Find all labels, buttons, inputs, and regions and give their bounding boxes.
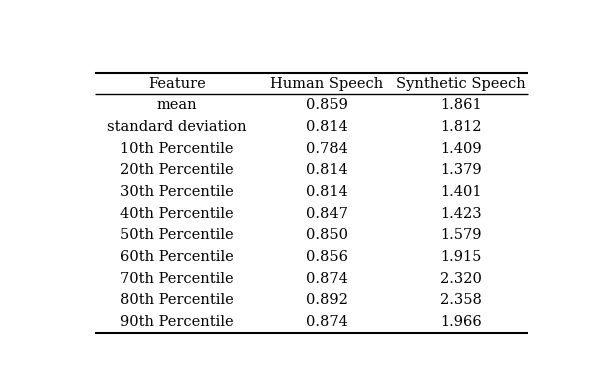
Text: 10th Percentile: 10th Percentile [120,142,234,156]
Text: 0.850: 0.850 [306,228,348,242]
Text: 0.814: 0.814 [306,163,348,177]
Text: 1.401: 1.401 [440,185,482,199]
Text: 0.784: 0.784 [306,142,348,156]
Text: 1.966: 1.966 [440,315,482,329]
Text: 0.874: 0.874 [306,315,348,329]
Text: 80th Percentile: 80th Percentile [120,293,234,307]
Text: mean: mean [157,98,198,112]
Text: 0.874: 0.874 [306,272,348,286]
Text: Synthetic Speech: Synthetic Speech [396,76,526,91]
Text: 0.856: 0.856 [306,250,348,264]
Text: 0.814: 0.814 [306,185,348,199]
Text: 0.847: 0.847 [306,207,348,221]
Text: 1.812: 1.812 [440,120,482,134]
Text: 20th Percentile: 20th Percentile [120,163,234,177]
Text: 0.892: 0.892 [306,293,348,307]
Text: Feature: Feature [148,76,206,91]
Text: standard deviation: standard deviation [108,120,247,134]
Text: 0.814: 0.814 [306,120,348,134]
Text: 50th Percentile: 50th Percentile [120,228,234,242]
Text: 60th Percentile: 60th Percentile [120,250,234,264]
Text: 2.320: 2.320 [440,272,482,286]
Text: 0.859: 0.859 [306,98,348,112]
Text: 90th Percentile: 90th Percentile [120,315,234,329]
Text: 1.915: 1.915 [440,250,482,264]
Text: 1.423: 1.423 [440,207,482,221]
Text: 40th Percentile: 40th Percentile [120,207,234,221]
Text: 70th Percentile: 70th Percentile [120,272,234,286]
Text: 2.358: 2.358 [440,293,482,307]
Text: 1.409: 1.409 [440,142,482,156]
Text: 1.579: 1.579 [440,228,482,242]
Text: 1.379: 1.379 [440,163,482,177]
Text: 1.861: 1.861 [440,98,482,112]
Text: Human Speech: Human Speech [270,76,384,91]
Text: 30th Percentile: 30th Percentile [120,185,234,199]
